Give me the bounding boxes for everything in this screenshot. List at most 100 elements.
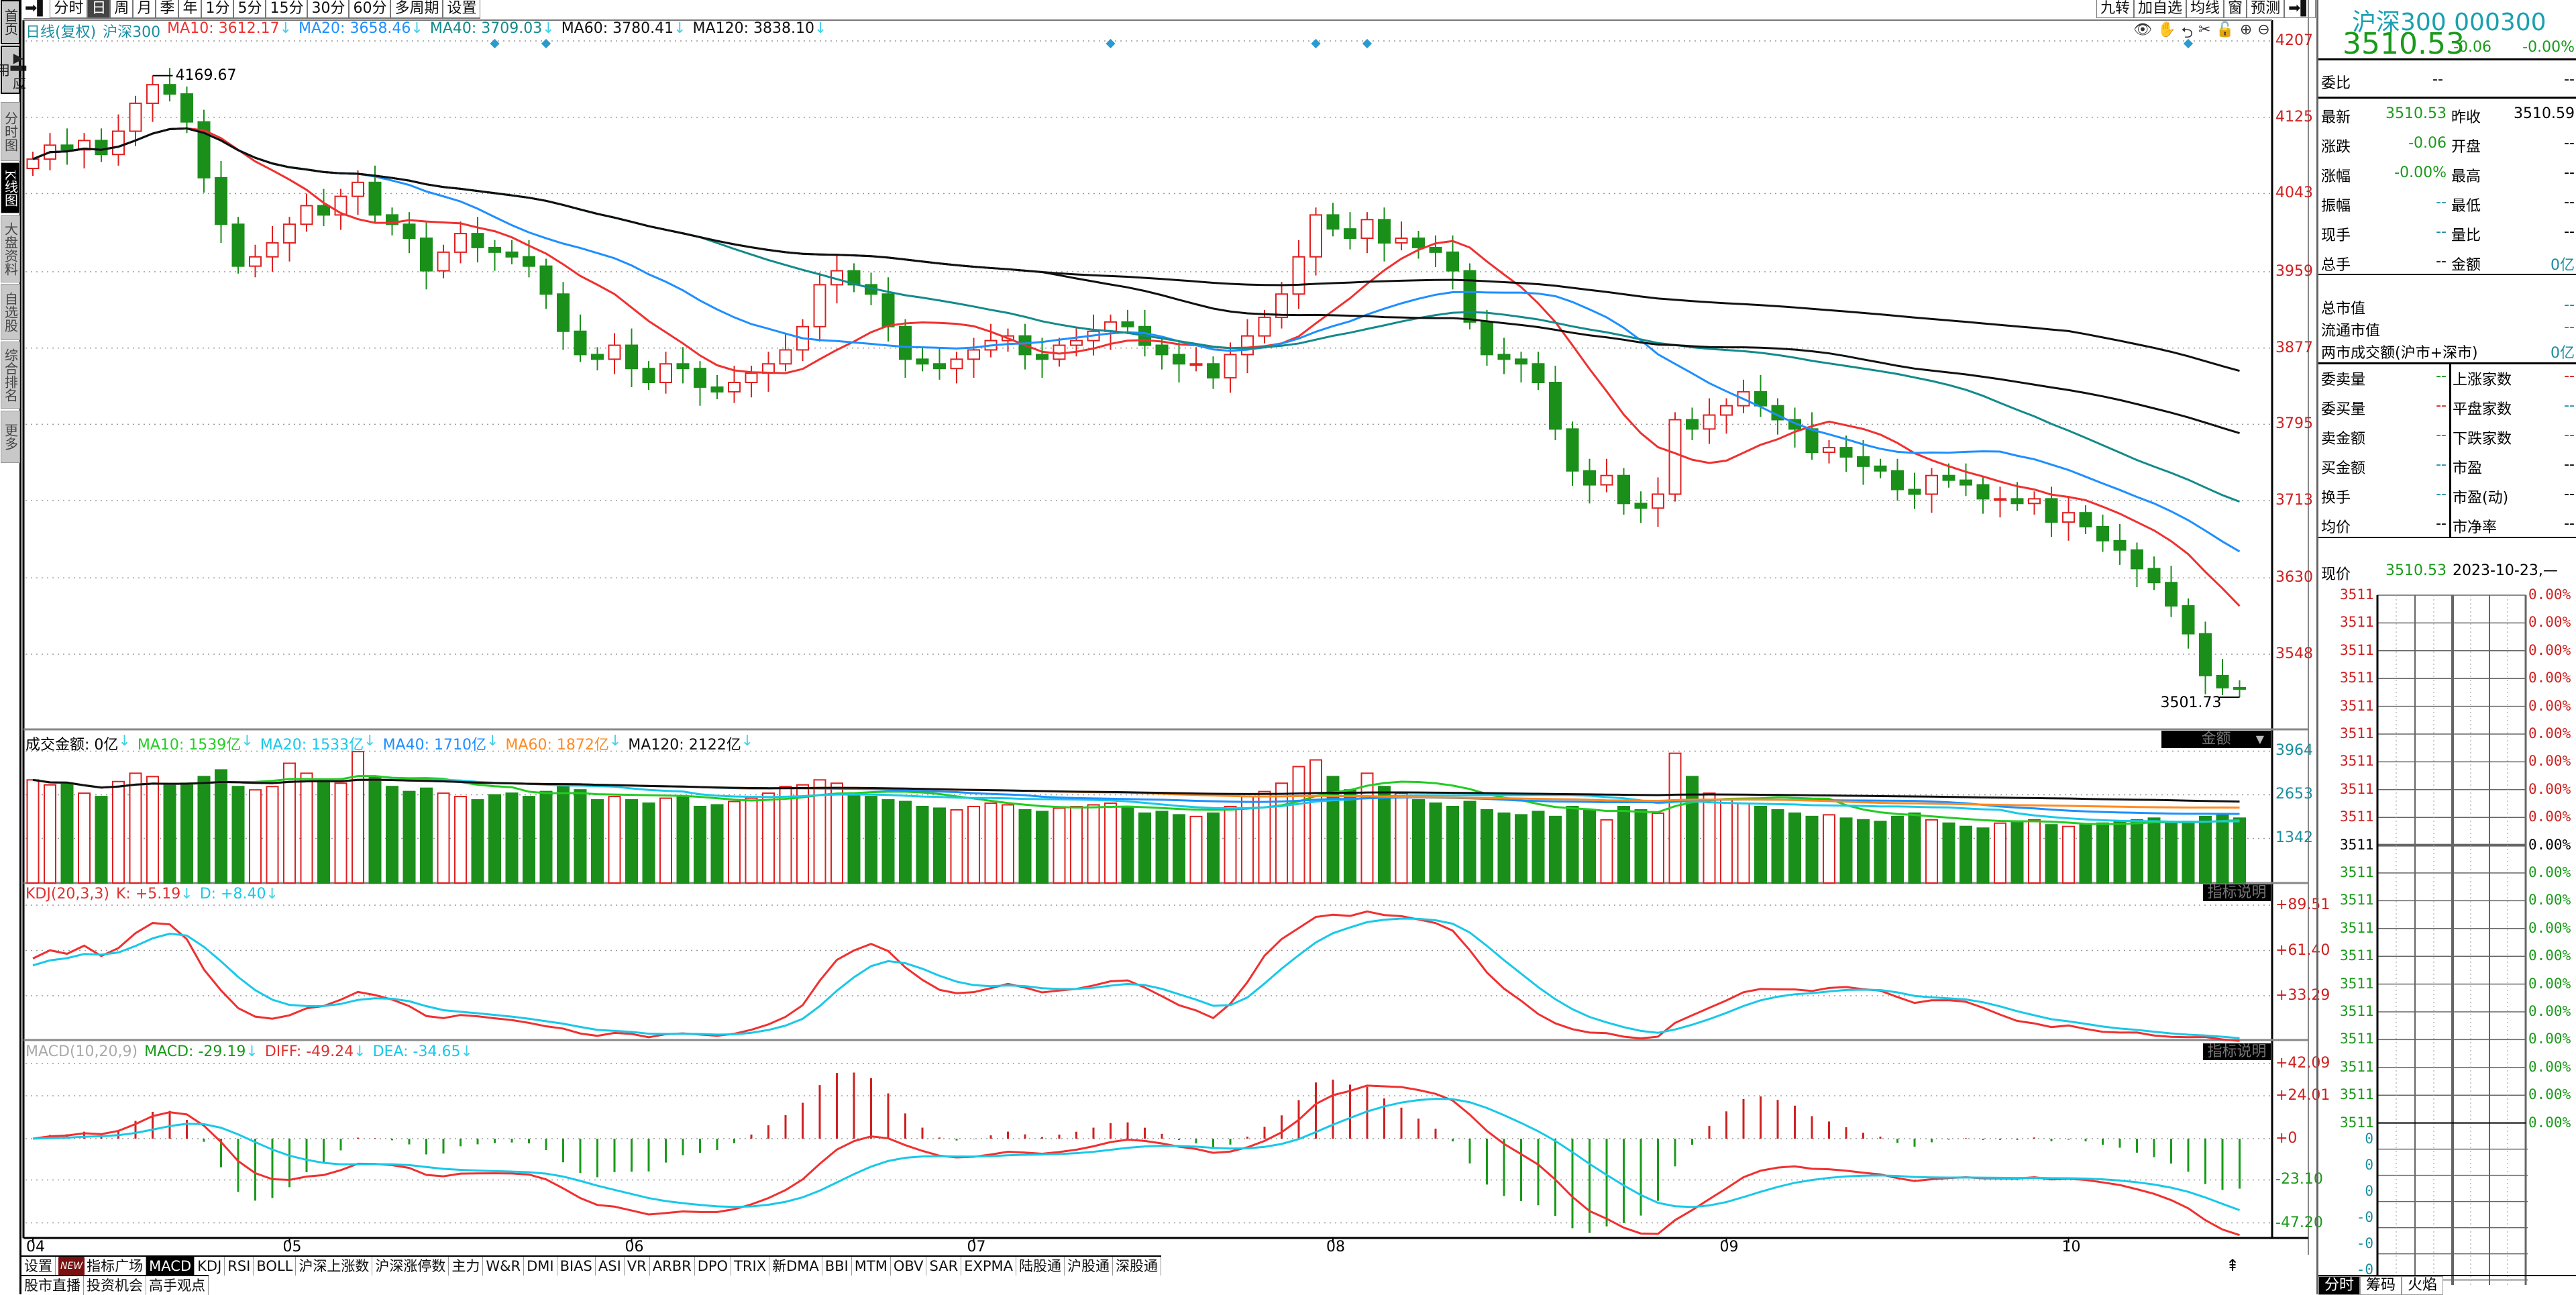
quote-panel-tab[interactable]: 筹码 <box>2360 1276 2402 1295</box>
nav-item[interactable]: 分时图 <box>1 102 20 161</box>
volume-title: 成交金额: 0亿 <box>25 737 119 754</box>
period-tab[interactable]: 周 <box>110 0 133 18</box>
period-tab[interactable]: 月 <box>133 0 156 18</box>
toolbar-button[interactable]: 九转 <box>2096 0 2135 18</box>
volume-bar <box>1874 821 1887 884</box>
quote-panel-tab[interactable]: 分时 <box>2318 1276 2361 1295</box>
indicator-tab[interactable]: VR <box>624 1257 650 1276</box>
volume-bar <box>608 796 621 884</box>
candle <box>1173 342 1185 383</box>
nav-item[interactable]: 自选股 <box>1 284 20 340</box>
volume-bar <box>78 792 91 884</box>
period-tab[interactable]: 设置 <box>443 0 481 18</box>
candle <box>1634 491 1648 523</box>
indicator-tab[interactable]: 陆股通 <box>1016 1257 1065 1276</box>
indicator-tab[interactable]: 沪深涨停数 <box>372 1257 449 1276</box>
intraday-volume-label: -0 <box>2356 1261 2373 1278</box>
period-tab[interactable]: 5分 <box>233 0 266 18</box>
period-tab[interactable]: 日 <box>87 0 111 18</box>
indicator-tab[interactable]: BOLL <box>254 1257 297 1276</box>
eye-icon[interactable]: 👁 <box>2133 21 2152 38</box>
volume-type-dropdown[interactable]: 金额 ▼ <box>2161 731 2271 748</box>
candle-body <box>881 293 895 327</box>
indicator-tab[interactable]: MTM <box>851 1257 891 1276</box>
period-tab[interactable]: 15分 <box>266 0 308 18</box>
chevron-down-icon: ▼ <box>2255 733 2264 745</box>
indicator-tab[interactable]: DMI <box>524 1257 557 1276</box>
hand-icon[interactable]: ✋ <box>2157 21 2176 38</box>
period-tab[interactable]: 年 <box>178 0 202 18</box>
indicator-tab[interactable]: 新DMA <box>769 1257 822 1276</box>
toolbar-button[interactable]: 加自选 <box>2134 0 2187 18</box>
indicator-tab[interactable]: EXPMA <box>961 1257 1016 1276</box>
candle <box>1292 240 1305 309</box>
indicator-tab[interactable]: 主力 <box>449 1257 484 1276</box>
volume-bar <box>1549 815 1562 884</box>
nav-item[interactable]: 大盘资料 <box>1 215 20 282</box>
candle <box>933 347 946 380</box>
indicator-tab[interactable]: MACD <box>146 1257 195 1276</box>
candle-body <box>368 181 382 216</box>
collapse-button[interactable]: ➡▌ <box>23 0 50 18</box>
candle <box>368 165 382 223</box>
nav-item[interactable]: 综合排名 <box>1 342 20 409</box>
kdj-help-button[interactable]: 指标说明 <box>2203 884 2271 901</box>
nav-item[interactable]: 更多 <box>1 411 20 463</box>
macd-legend: MACD(10,20,9) MACD: -29.19 ↓ DIFF: -49.24 ↓ D… <box>25 1043 473 1060</box>
toolbar-button[interactable]: 均线 <box>2186 0 2224 18</box>
lock-icon[interactable]: 🔓 <box>2216 21 2235 38</box>
content-tab[interactable]: 高手观点 <box>146 1276 209 1295</box>
nav-item[interactable]: K线图 <box>1 162 20 213</box>
arrow-down-icon: ↓ <box>460 1043 473 1060</box>
indicator-tab[interactable]: 沪股通 <box>1064 1257 1113 1276</box>
period-tab[interactable]: 分时 <box>50 0 88 18</box>
indicator-tab[interactable]: NEW 指标广场 <box>56 1257 147 1276</box>
zoom-in-icon[interactable]: ⊕ <box>2239 21 2253 38</box>
indicator-tab[interactable]: ARBR <box>649 1257 695 1276</box>
indicator-tab[interactable]: OBV <box>890 1257 927 1276</box>
quote-change-pct: -0.00% <box>2522 39 2575 56</box>
content-tab[interactable]: 投资机会 <box>84 1276 146 1295</box>
intraday-grid[interactable] <box>2318 584 2576 1285</box>
arrow-right-bar-icon[interactable]: ➡▌ <box>2284 0 2316 18</box>
indicator-tab[interactable]: ASI <box>595 1257 625 1276</box>
indicator-tab[interactable]: RSI <box>225 1257 254 1276</box>
toolbar-button[interactable]: 窗 <box>2224 0 2247 18</box>
indicator-tab[interactable]: W&R <box>483 1257 525 1276</box>
indicator-tab[interactable]: DPO <box>694 1257 732 1276</box>
period-tab[interactable]: 1分 <box>201 0 234 18</box>
volume-bar <box>352 751 364 884</box>
candle <box>1241 319 1254 374</box>
macd-help-button[interactable]: 指标说明 <box>2203 1043 2271 1060</box>
period-tab[interactable]: 多周期 <box>390 0 443 18</box>
period-tab[interactable]: 30分 <box>307 0 350 18</box>
volume-bar <box>762 792 775 884</box>
indicator-tab[interactable]: SAR <box>926 1257 962 1276</box>
nav-item[interactable]: 首页 <box>1 0 20 44</box>
quote-panel-tab[interactable]: 火焰 <box>2402 1276 2444 1295</box>
indicator-tab[interactable]: 设置 <box>21 1257 56 1276</box>
indicator-tab[interactable]: KDJ <box>195 1257 225 1276</box>
indicator-tab[interactable]: 深股通 <box>1112 1257 1161 1276</box>
undo-icon[interactable]: ⮌ <box>2181 25 2193 42</box>
indicator-tab[interactable]: 沪深上涨数 <box>296 1257 373 1276</box>
indicator-tab[interactable]: BIAS <box>557 1257 596 1276</box>
scissors-icon[interactable]: ✂ <box>2198 21 2211 38</box>
content-tab[interactable]: 股市直播 <box>21 1276 84 1295</box>
zoom-out-icon[interactable]: ⊖ <box>2257 21 2270 38</box>
period-tab[interactable]: 季 <box>156 0 179 18</box>
indicator-tab[interactable]: BBI <box>822 1257 852 1276</box>
candle <box>1566 421 1579 486</box>
volume-bar <box>1720 799 1733 884</box>
candle-body <box>967 349 980 360</box>
indicator-tab[interactable]: TRIX <box>731 1257 770 1276</box>
volume-bar <box>625 799 638 884</box>
toolbar-button[interactable]: 预测 <box>2247 0 2285 18</box>
scroll-to-top-icon[interactable]: ⇞ <box>2226 1256 2240 1275</box>
ma-legend: MA120: 3838.10 <box>692 20 814 37</box>
period-tab[interactable]: 60分 <box>349 0 391 18</box>
event-marker <box>1311 38 1321 49</box>
market-value: -- <box>2564 319 2575 335</box>
kline-chart[interactable] <box>0 0 2314 1255</box>
candle-body <box>1121 321 1134 327</box>
